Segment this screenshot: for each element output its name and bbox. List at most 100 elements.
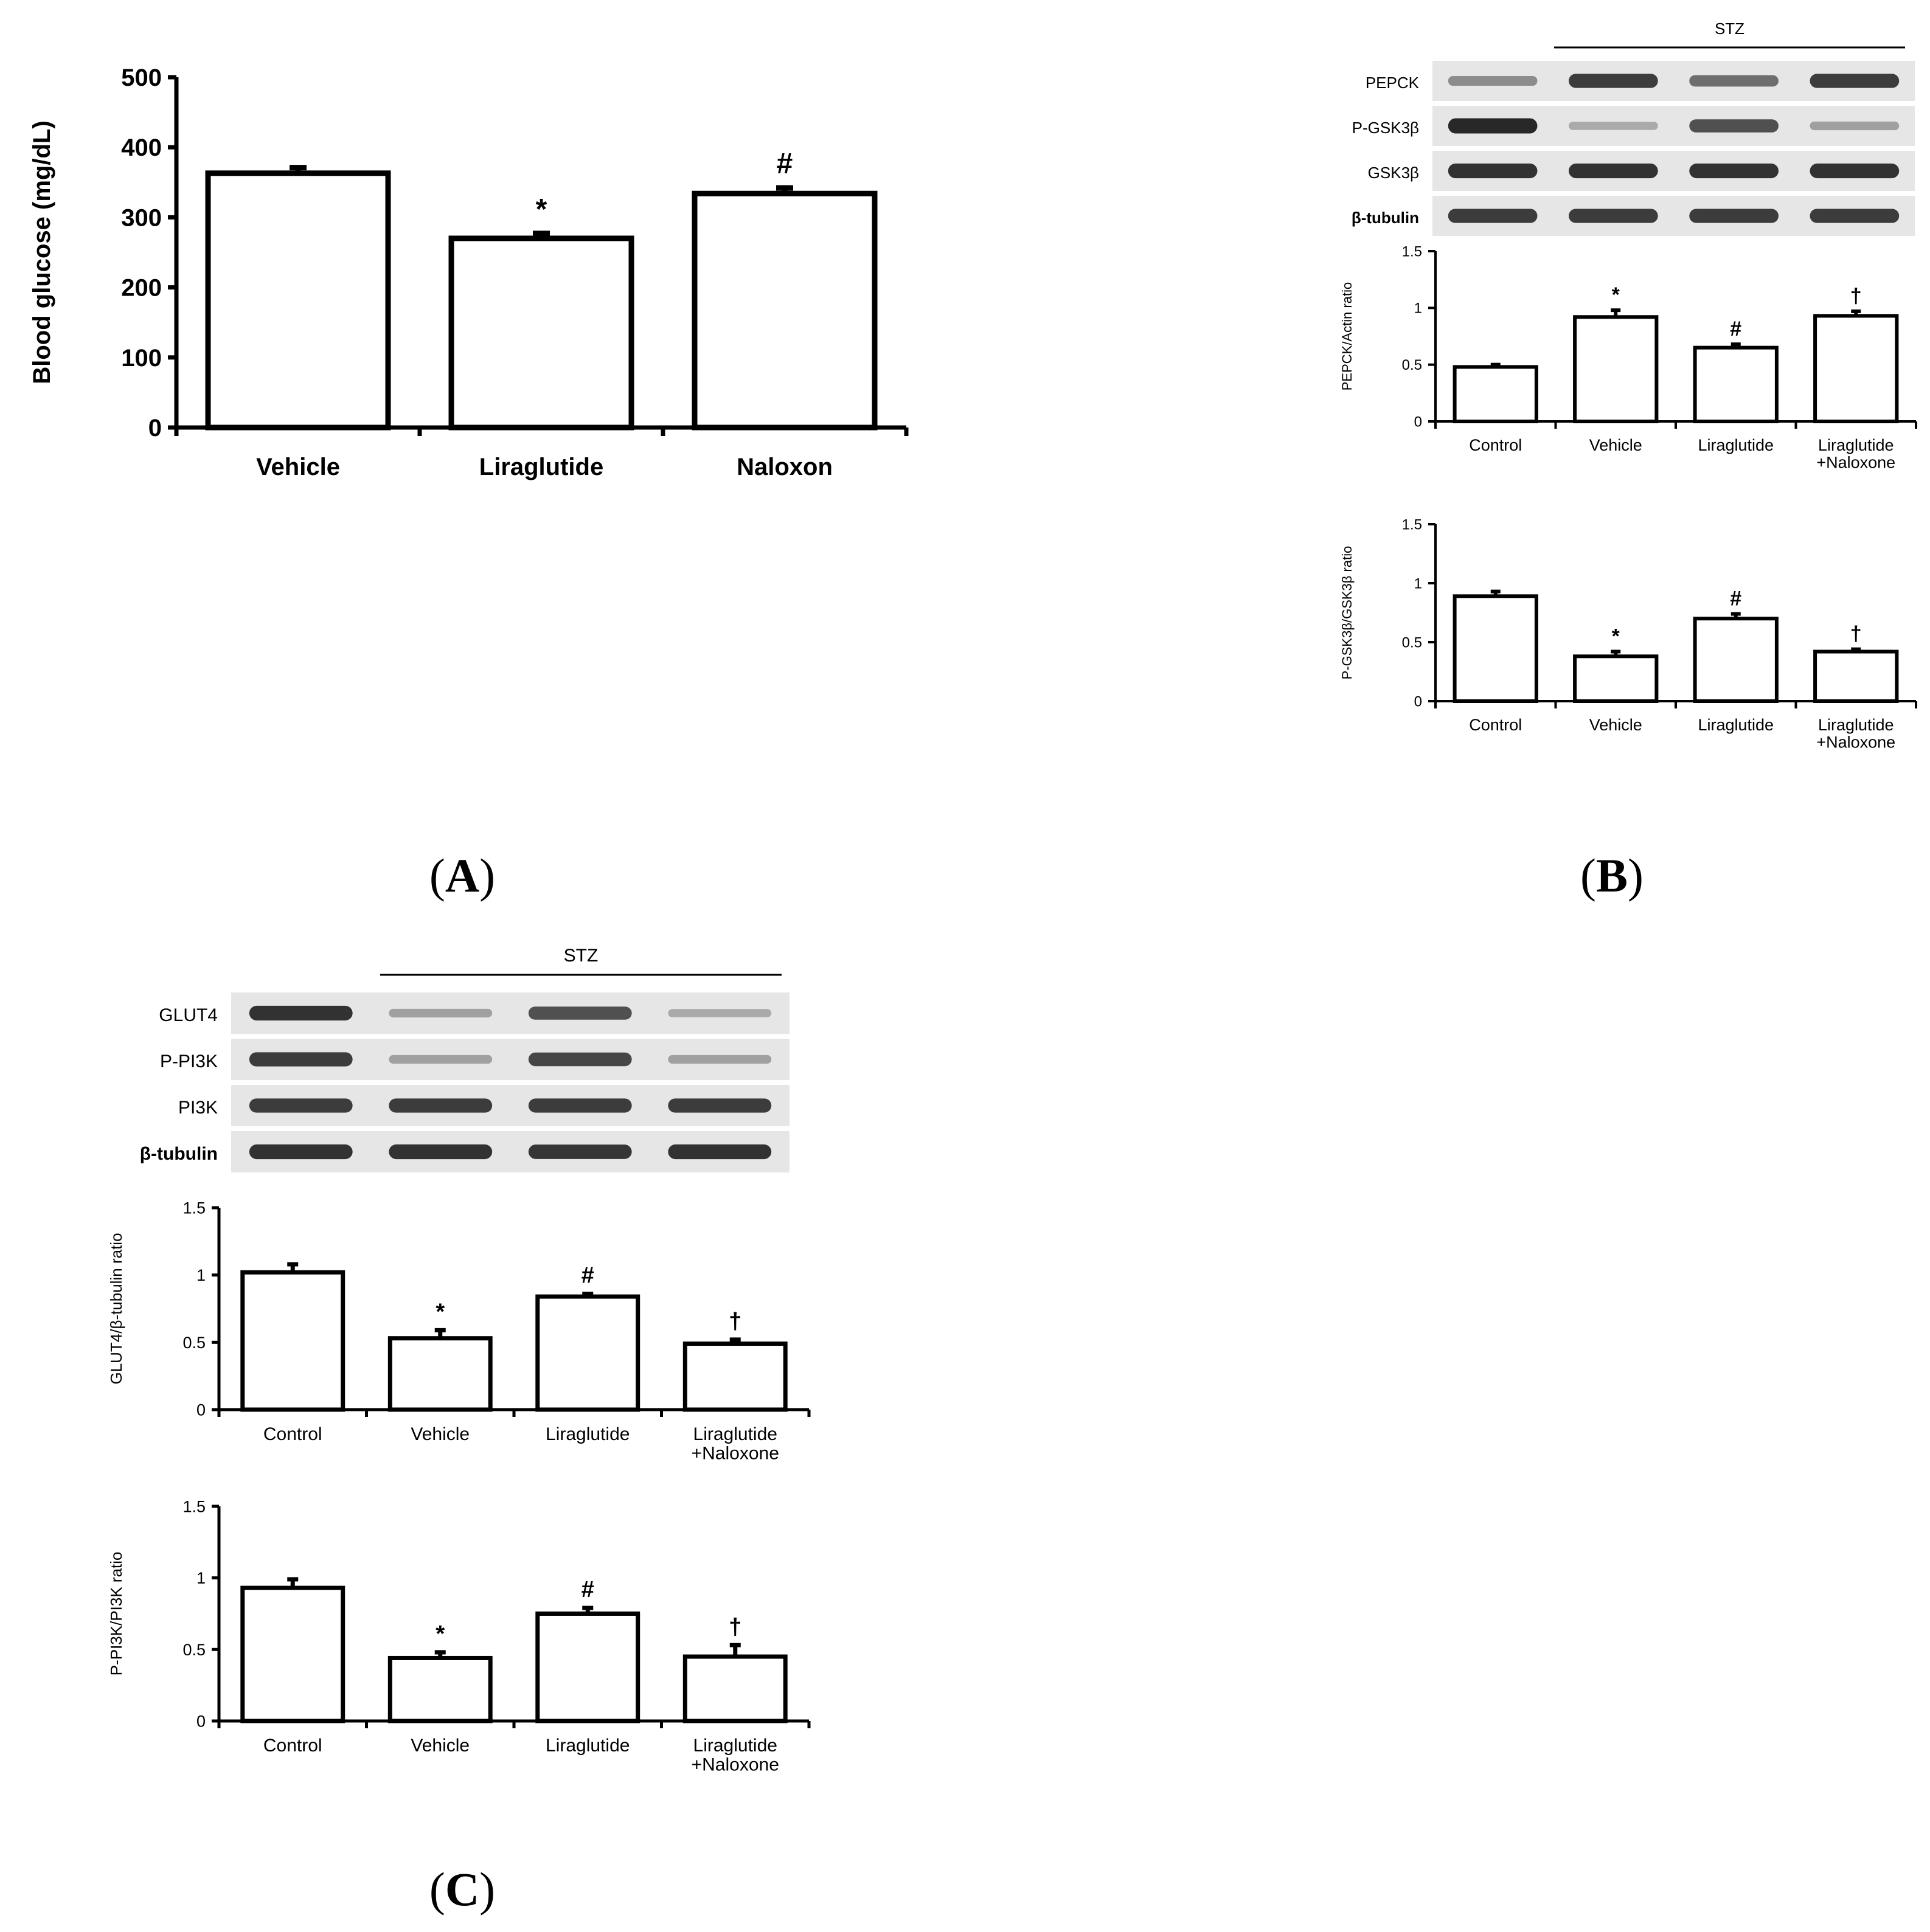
blot-row-label: GSK3β (1368, 164, 1419, 182)
blot-band (249, 1144, 353, 1160)
bar-control (240, 1585, 345, 1723)
bar-liraglutide (1693, 345, 1779, 424)
category-label: +Naloxone (692, 1444, 779, 1464)
category-label: Liraglutide (1698, 716, 1774, 734)
blot-band (389, 1008, 493, 1018)
category-label: Control (263, 1424, 322, 1444)
blot-band (1689, 119, 1779, 133)
blot-row-label: PI3K (178, 1098, 218, 1118)
bar-control (1453, 594, 1538, 704)
blot-band (1569, 122, 1658, 130)
y-tick-label: 0 (196, 1712, 206, 1730)
y-tick-label: 0 (1414, 693, 1422, 710)
y-axis-label: P-GSK3β/GSK3β ratio (1339, 546, 1355, 680)
blot-band (528, 1098, 632, 1113)
category-label: +Naloxone (1816, 453, 1895, 471)
significance-marker: * (436, 1299, 445, 1324)
blot-row-label: GLUT4 (159, 1005, 218, 1025)
chart-glut4-ratio: 0 0.5 1 1.5 Control * Vehicle # Liraglutide † Lira… (107, 1199, 811, 1464)
y-tick-label: 0.5 (182, 1334, 206, 1352)
category-label: Control (1469, 716, 1522, 734)
category-label: +Naloxone (1816, 733, 1895, 751)
bar-liraglutide (448, 235, 634, 431)
category-label: +Naloxone (692, 1755, 779, 1775)
blot-row-label: PEPCK (1366, 74, 1420, 92)
significance-marker: # (581, 1263, 594, 1289)
y-tick-label: 0 (1414, 414, 1422, 430)
y-tick-label: 1 (196, 1569, 206, 1587)
stz-label: STZ (1715, 19, 1744, 38)
category-label: Liraglutide (479, 454, 603, 480)
y-tick-label: 1.5 (1402, 243, 1422, 260)
y-tick-label: 1.5 (1402, 516, 1422, 533)
blot-band (1448, 163, 1538, 179)
bar-liraglutide-naloxone (1813, 314, 1899, 424)
significance-marker: # (1730, 317, 1741, 341)
y-tick-label: 0 (148, 415, 162, 441)
y-tick-label: 500 (121, 64, 162, 91)
blot-band (528, 1052, 632, 1067)
category-label: Vehicle (1589, 436, 1642, 454)
blot-band (528, 1144, 632, 1159)
category-label: Vehicle (256, 454, 340, 480)
bar-liraglutide-naloxone (682, 1342, 788, 1412)
blot-band (1810, 74, 1900, 88)
significance-marker: * (1612, 283, 1620, 306)
category-label: Liraglutide (693, 1736, 777, 1756)
category-label: Control (263, 1736, 322, 1756)
y-tick-label: 0.5 (1402, 357, 1422, 373)
y-tick-label: 0 (196, 1401, 206, 1419)
bar-liraglutide (1693, 617, 1779, 704)
blot-band (1448, 209, 1538, 223)
blot-row-label: β-tubulin (140, 1144, 218, 1164)
bar-liraglutide-naloxone (682, 1654, 788, 1723)
blot-band (1448, 75, 1538, 86)
blot-band (528, 1006, 632, 1020)
blot-band (1810, 209, 1900, 223)
y-tick-label: 1 (1414, 300, 1422, 317)
blot-band (249, 1052, 353, 1067)
y-tick-label: 200 (121, 275, 162, 302)
significance-marker: † (729, 1309, 741, 1334)
blot-band (668, 1009, 772, 1017)
blot-band (249, 1005, 353, 1021)
panel-label-c: (C) (429, 1863, 496, 1916)
y-tick-label: 400 (121, 134, 162, 161)
y-tick-label: 1.5 (182, 1497, 206, 1515)
y-tick-label: 1.5 (182, 1199, 206, 1217)
bar-control (240, 1270, 345, 1412)
y-tick-label: 1 (196, 1266, 206, 1284)
western-blot-c: STZ GLUT4 P-PI3K PI3K β-tubulin (140, 946, 790, 1172)
chart-ppi3k-ratio: 0 0.5 1 1.5 Control * Vehicle # Liraglutide † Lira… (107, 1497, 811, 1775)
chart-blood-glucose: 0 100 200 300 400 500 Vehicle * Liraglutide # Nalo… (29, 64, 909, 480)
category-label: Naloxon (737, 454, 833, 480)
bar-liraglutide (535, 1294, 640, 1412)
category-label: Liraglutide (1818, 716, 1894, 734)
significance-marker: # (777, 148, 793, 180)
category-label: Vehicle (411, 1736, 470, 1756)
category-label: Liraglutide (546, 1736, 630, 1756)
blot-band (1448, 118, 1538, 134)
category-label: Liraglutide (693, 1424, 777, 1444)
bar-vehicle (387, 1336, 493, 1412)
bar-liraglutide (535, 1612, 640, 1723)
blot-band (1689, 75, 1779, 87)
blot-row-label: P-GSK3β (1352, 119, 1419, 137)
blot-band (668, 1144, 772, 1160)
y-tick-label: 0.5 (1402, 634, 1422, 651)
chart-pgsk3b-ratio: 0 0.5 1 1.5 Control * Vehicle # Liraglutide † Lira… (1339, 516, 1917, 751)
blot-band (1569, 163, 1658, 179)
significance-marker: * (436, 1621, 445, 1647)
significance-marker: † (1850, 285, 1862, 308)
blot-band (668, 1098, 772, 1113)
y-tick-label: 1 (1414, 575, 1422, 592)
blot-band (1689, 163, 1779, 179)
category-label: Vehicle (1589, 716, 1642, 734)
bar-control (1453, 365, 1538, 424)
significance-marker: # (581, 1577, 594, 1602)
significance-marker: † (1850, 623, 1862, 646)
blot-band (1689, 209, 1779, 223)
blot-band (1810, 163, 1900, 179)
blot-row-label: β-tubulin (1352, 209, 1419, 227)
blot-band (1569, 209, 1658, 223)
